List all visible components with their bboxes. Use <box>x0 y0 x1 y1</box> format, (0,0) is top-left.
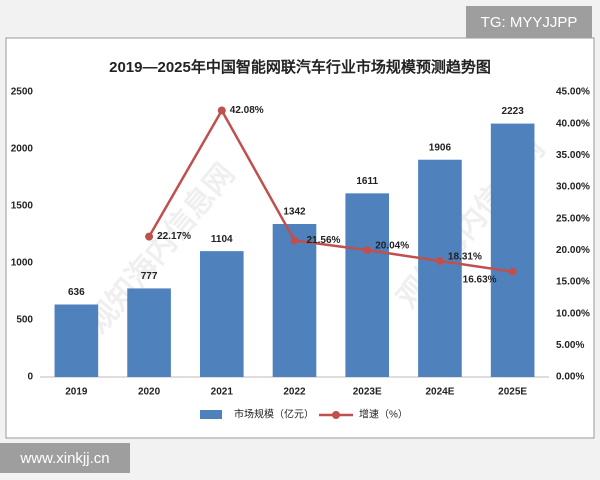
footer: www.xinkjj.cn <box>19 450 109 467</box>
legend-label: 增速（%） <box>359 408 408 421</box>
line-marker <box>363 246 372 255</box>
line-label: 22.17% <box>157 231 191 242</box>
bar-label: 1104 <box>211 234 233 245</box>
badge: TG: MYYJJPP <box>481 14 578 31</box>
y-tick-label: 2000 <box>11 144 34 155</box>
bar-label: 1342 <box>283 207 306 218</box>
legend-swatch <box>332 411 340 419</box>
bar-label: 2223 <box>502 106 525 117</box>
x-tick-label: 2022 <box>283 387 306 398</box>
y2-tick-label: 40.00% <box>556 118 590 129</box>
line-label: 42.08% <box>230 105 264 116</box>
chart-title: 2019—2025年中国智能网联汽车行业市场规模预测趋势图 <box>109 58 491 76</box>
footer-bg <box>0 443 130 473</box>
line-label: 18.31% <box>448 252 482 263</box>
y2-tick-label: 5.00% <box>556 340 584 351</box>
bar <box>54 304 99 377</box>
bar <box>345 193 390 377</box>
y2-tick-label: 25.00% <box>556 213 590 224</box>
line <box>147 107 513 273</box>
x-tick-label: 2024E <box>425 387 454 398</box>
y2-tick-label: 10.00% <box>556 308 590 319</box>
x-tick-label: 2023E <box>353 387 382 398</box>
bar-label: 777 <box>141 271 158 282</box>
line-marker <box>290 236 299 245</box>
line-label: 20.04% <box>375 241 409 252</box>
line-marker <box>435 257 444 266</box>
badge-bg <box>466 6 592 38</box>
bar-label: 1906 <box>429 142 452 153</box>
y2-tick-label: 45.00% <box>556 87 590 98</box>
y-tick-label: 500 <box>16 315 33 326</box>
y2-tick-label: 0.00% <box>556 372 584 383</box>
line-label: 21.56% <box>307 235 341 246</box>
y-tick-label: 1500 <box>11 201 34 212</box>
y2-tick-label: 20.00% <box>556 245 590 256</box>
y-tick-label: 2500 <box>11 87 34 98</box>
y2-tick-label: 15.00% <box>556 277 590 288</box>
y2-tick-label: 30.00% <box>556 182 590 193</box>
y2-tick-label: 35.00% <box>556 150 590 161</box>
bar <box>272 224 317 377</box>
x-tick-label: 2019 <box>65 387 88 398</box>
line-marker <box>145 232 154 241</box>
y-tick-label: 1000 <box>11 258 34 269</box>
line-label: 16.63% <box>463 274 497 285</box>
legend-label: 市场规模（亿元） <box>234 408 314 421</box>
line-marker <box>217 106 226 115</box>
bar <box>127 288 171 377</box>
bar <box>490 123 535 377</box>
y-tick-label: 0 <box>27 372 33 383</box>
x-tick-label: 2025E <box>498 387 527 398</box>
line-marker <box>508 267 517 276</box>
bar <box>418 159 462 377</box>
x-tick-label: 2021 <box>211 387 234 398</box>
legend-swatch <box>200 410 222 419</box>
bar-label: 636 <box>68 287 85 298</box>
bar <box>199 251 244 377</box>
x-tick-label: 2020 <box>138 387 161 398</box>
bar-label: 1611 <box>356 176 378 187</box>
